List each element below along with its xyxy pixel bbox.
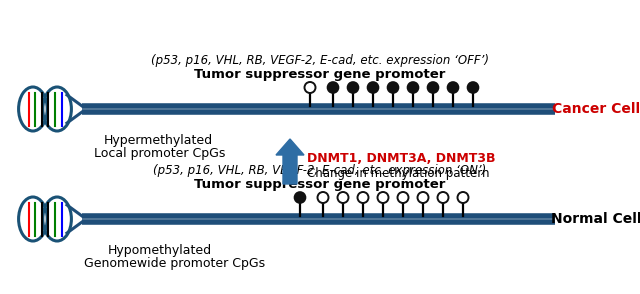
- Text: DNMT1, DNMT3A, DNMT3B: DNMT1, DNMT3A, DNMT3B: [307, 151, 495, 165]
- Circle shape: [428, 82, 438, 93]
- Circle shape: [317, 192, 328, 203]
- Circle shape: [467, 82, 479, 93]
- Text: Hypermethylated: Hypermethylated: [104, 134, 212, 147]
- Text: (p53, p16, VHL, RB, VEGF-2, E-cad, etc. expression ‘ON’): (p53, p16, VHL, RB, VEGF-2, E-cad, etc. …: [154, 164, 486, 177]
- Circle shape: [417, 192, 429, 203]
- Circle shape: [358, 192, 369, 203]
- Text: Local promoter CpGs: Local promoter CpGs: [94, 147, 226, 160]
- Text: Genomewide promoter CpGs: Genomewide promoter CpGs: [84, 257, 266, 270]
- Circle shape: [305, 82, 316, 93]
- Circle shape: [408, 82, 419, 93]
- Text: Normal Cells: Normal Cells: [550, 212, 640, 226]
- Circle shape: [438, 192, 449, 203]
- Circle shape: [387, 82, 399, 93]
- Circle shape: [348, 82, 358, 93]
- FancyArrow shape: [276, 139, 304, 184]
- Circle shape: [294, 192, 305, 203]
- Circle shape: [378, 192, 388, 203]
- Circle shape: [337, 192, 349, 203]
- Text: Change in methylation pattern: Change in methylation pattern: [307, 168, 490, 181]
- Text: Tumor suppressor gene promoter: Tumor suppressor gene promoter: [195, 68, 445, 81]
- Text: Cancer Cells: Cancer Cells: [552, 102, 640, 116]
- Text: (p53, p16, VHL, RB, VEGF-2, E-cad, etc. expression ‘OFF’): (p53, p16, VHL, RB, VEGF-2, E-cad, etc. …: [151, 54, 489, 67]
- Circle shape: [447, 82, 458, 93]
- Circle shape: [367, 82, 378, 93]
- Circle shape: [397, 192, 408, 203]
- Circle shape: [328, 82, 339, 93]
- Circle shape: [458, 192, 468, 203]
- Text: Tumor suppressor gene promoter: Tumor suppressor gene promoter: [195, 178, 445, 191]
- Text: Hypomethylated: Hypomethylated: [108, 244, 212, 257]
